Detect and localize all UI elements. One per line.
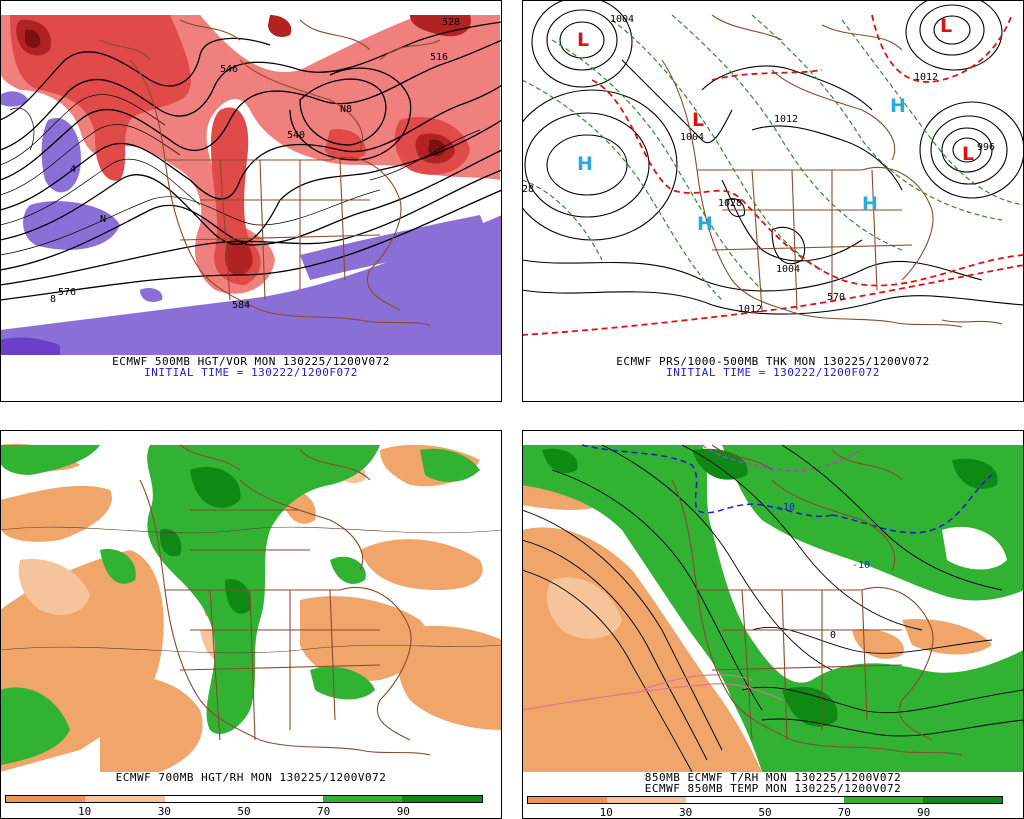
panel-caption: ECMWF 700MB HGT/RH MON 130225/1200V072 <box>115 771 387 784</box>
legend-tick: 30 <box>157 805 171 818</box>
legend-tick: 90 <box>917 806 931 819</box>
contour-label: 1012 <box>774 114 798 125</box>
contour-label: -10 <box>777 502 795 513</box>
high-pressure-symbol: H <box>890 95 906 117</box>
high-pressure-symbol: H <box>697 213 713 235</box>
legend-swatch <box>922 797 1002 803</box>
map-700mb <box>0 430 502 772</box>
legend-tick: 90 <box>396 805 410 818</box>
panel-caption-secondary: ECMWF 850MB TEMP MON 130225/1200V072 <box>644 782 902 795</box>
panel-850mb-t-rh: -10 -10 0 850MB ECMWF T/RH MON 130225/12… <box>522 430 1024 819</box>
initial-time-caption: INITIAL TIME = 130222/1200F072 <box>144 366 358 379</box>
legend-swatch <box>764 797 844 803</box>
contour-label: N8 <box>340 104 352 115</box>
high-pressure-symbol: H <box>862 193 878 215</box>
legend-tick: 50 <box>758 806 772 819</box>
legend-swatch <box>528 797 607 803</box>
legend-swatch <box>843 797 923 803</box>
contour-label: 1004 <box>776 264 800 275</box>
panel-prs-thk: H H H H L L L L 1004 1012 1028 1004 1012… <box>522 0 1024 402</box>
contour-label: 0 <box>830 630 836 641</box>
legend-swatch <box>402 796 482 802</box>
legend-ticks: 10 30 50 70 90 <box>527 806 1003 819</box>
legend-swatch <box>6 796 86 802</box>
contour-label: 546 <box>220 64 238 75</box>
contour-label: 1028 <box>718 198 742 209</box>
map-500mb: 576 540 546 516 584 528 N8 4 8 N <box>0 0 502 355</box>
legend-swatch <box>606 797 686 803</box>
contour-label: 1012 <box>914 72 938 83</box>
rh-color-legend <box>5 795 483 803</box>
contour-label: 4 <box>70 164 76 175</box>
panel-700mb-hgt-rh: ECMWF 700MB HGT/RH MON 130225/1200V072 1… <box>0 430 502 819</box>
legend-tick: 10 <box>78 805 92 818</box>
legend-swatch <box>685 797 765 803</box>
legend-swatch <box>243 796 324 802</box>
panel-caption: 850MB ECMWF T/RH MON 130225/1200V072 <box>644 771 902 784</box>
legend-swatch <box>323 796 403 802</box>
contour-label: 996 <box>977 142 995 153</box>
legend-tick: 70 <box>837 806 851 819</box>
contour-label: 1004 <box>680 132 704 143</box>
legend-tick: 50 <box>237 805 251 818</box>
legend-swatch <box>164 796 244 802</box>
initial-time-caption: INITIAL TIME = 130222/1200F072 <box>666 366 880 379</box>
low-pressure-symbol: L <box>940 15 952 37</box>
legend-tick: 10 <box>599 806 613 819</box>
legend-swatch <box>85 796 165 802</box>
contour-label: 516 <box>430 52 448 63</box>
panel-500mb-hgt-vor: 576 540 546 516 584 528 N8 4 8 N ECMWF 5… <box>0 0 502 402</box>
contour-label: 576 <box>58 287 76 298</box>
panel-caption: ECMWF 500MB HGT/VOR MON 130225/1200V072 <box>112 355 390 368</box>
map-850mb: -10 -10 0 <box>522 430 1024 772</box>
panel-caption: ECMWF PRS/1000-500MB THK MON 130225/1200… <box>616 355 930 368</box>
contour-label: 8 <box>50 294 56 305</box>
legend-tick: 30 <box>679 806 693 819</box>
contour-label: 540 <box>287 130 305 141</box>
contour-label: 28 <box>522 184 534 195</box>
legend-tick: 70 <box>317 805 331 818</box>
high-pressure-symbol: H <box>577 153 593 175</box>
contour-label: 528 <box>442 17 460 28</box>
contour-label: 584 <box>232 300 250 311</box>
contour-label: 1004 <box>610 14 634 25</box>
legend-ticks: 10 30 50 70 90 <box>5 805 483 818</box>
contour-label: 570 <box>827 292 845 303</box>
low-pressure-symbol: L <box>962 143 974 165</box>
contour-label: N <box>100 214 106 225</box>
map-prs-thk: H H H H L L L L 1004 1012 1028 1004 1012… <box>522 0 1024 355</box>
contour-label: 1012 <box>738 304 762 315</box>
low-pressure-symbol: L <box>692 109 704 131</box>
low-pressure-symbol: L <box>577 29 589 51</box>
rh-color-legend <box>527 796 1003 804</box>
contour-label: -10 <box>852 560 870 571</box>
